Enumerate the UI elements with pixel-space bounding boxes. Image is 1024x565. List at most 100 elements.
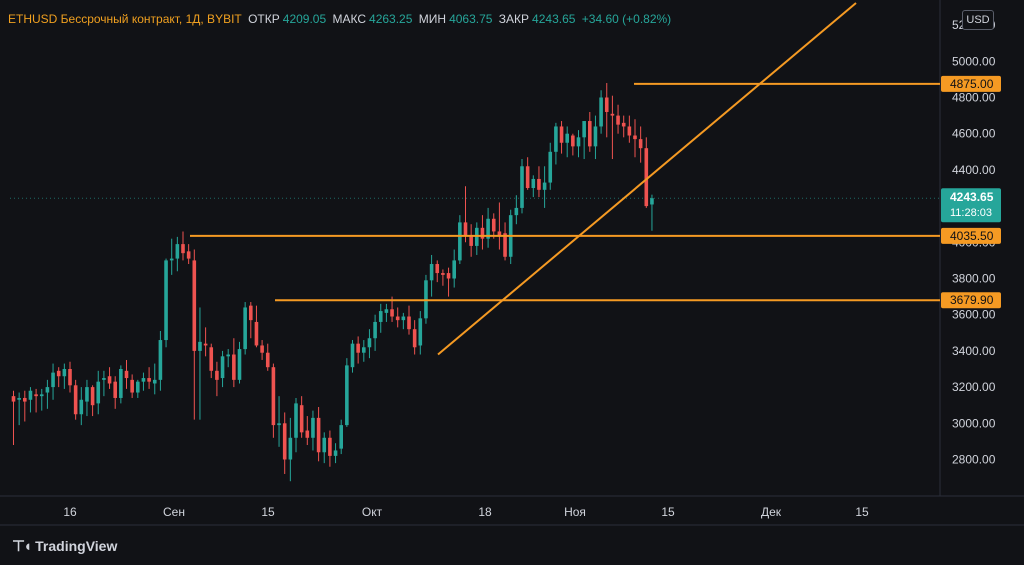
candle-body[interactable] (226, 354, 230, 357)
tradingview-logo[interactable]: ⊤◖ TradingView (12, 537, 117, 555)
candle-body[interactable] (407, 316, 411, 330)
candle-body[interactable] (435, 264, 440, 274)
candle-body[interactable] (548, 151, 553, 183)
candle-body[interactable] (107, 376, 112, 384)
candle-body[interactable] (644, 148, 649, 207)
candle-body[interactable] (288, 437, 293, 460)
candle-body[interactable] (136, 381, 140, 393)
candle-body[interactable] (158, 340, 163, 380)
candle-body[interactable] (11, 396, 16, 402)
candle-body[interactable] (164, 260, 168, 341)
candle-body[interactable] (181, 244, 185, 254)
candle-body[interactable] (271, 367, 276, 426)
candle-body[interactable] (141, 378, 146, 382)
candle-body[interactable] (169, 258, 174, 261)
candle-body[interactable] (203, 343, 208, 346)
candle-body[interactable] (56, 370, 61, 377)
candle-body[interactable] (588, 121, 592, 147)
candle-body[interactable] (650, 198, 654, 205)
candle-body[interactable] (458, 222, 462, 261)
candle-body[interactable] (328, 437, 332, 456)
candle-body[interactable] (316, 417, 321, 453)
candle-body[interactable] (175, 244, 180, 259)
candle-body[interactable] (152, 379, 157, 384)
candle-body[interactable] (616, 115, 620, 125)
candle-body[interactable] (17, 397, 21, 400)
candle-body[interactable] (130, 379, 134, 393)
candle-body[interactable] (362, 347, 366, 353)
candle-body[interactable] (254, 321, 259, 346)
candle-body[interactable] (96, 381, 101, 404)
candle-body[interactable] (186, 251, 191, 259)
candle-body[interactable] (559, 126, 564, 143)
candle-body[interactable] (520, 166, 524, 208)
candle-body[interactable] (265, 352, 270, 368)
currency-button[interactable]: USD (962, 10, 994, 30)
candle-body[interactable] (215, 370, 219, 380)
candle-body[interactable] (542, 182, 547, 190)
candle-body[interactable] (554, 126, 558, 152)
candle-body[interactable] (610, 113, 615, 116)
candle-body[interactable] (73, 385, 78, 415)
candle-body[interactable] (113, 381, 117, 398)
candle-body[interactable] (85, 387, 89, 402)
candle-body[interactable] (28, 390, 33, 400)
candle-body[interactable] (23, 397, 27, 402)
candle-body[interactable] (514, 207, 519, 216)
candle-body[interactable] (378, 311, 383, 322)
candle-body[interactable] (34, 394, 38, 397)
candle-body[interactable] (446, 273, 451, 279)
candle-body[interactable] (503, 233, 507, 257)
candle-body[interactable] (401, 316, 406, 321)
candle-body[interactable] (395, 316, 400, 321)
candle-body[interactable] (571, 135, 575, 147)
candle-body[interactable] (441, 273, 445, 275)
candle-body[interactable] (249, 305, 253, 321)
candle-body[interactable] (68, 369, 72, 386)
candle-body[interactable] (51, 372, 55, 388)
candle-body[interactable] (209, 347, 214, 371)
candle-body[interactable] (373, 321, 377, 339)
candle-body[interactable] (311, 417, 315, 438)
candle-body[interactable] (384, 309, 389, 313)
candle-body[interactable] (599, 97, 603, 127)
candle-body[interactable] (356, 343, 360, 353)
candle-body[interactable] (124, 370, 129, 379)
candle-body[interactable] (350, 343, 355, 368)
candle-body[interactable] (390, 309, 394, 317)
candle-body[interactable] (294, 403, 298, 438)
candle-body[interactable] (45, 387, 50, 393)
candle-body[interactable] (638, 139, 643, 149)
candle-body[interactable] (90, 387, 95, 406)
candle-body[interactable] (237, 349, 242, 380)
candle-body[interactable] (119, 369, 123, 398)
candle-body[interactable] (282, 423, 287, 460)
candle-body[interactable] (333, 450, 338, 456)
candle-body[interactable] (537, 178, 541, 190)
candle-body[interactable] (576, 137, 581, 147)
candle-body[interactable] (418, 318, 423, 346)
candle-body[interactable] (621, 122, 626, 127)
candle-body[interactable] (593, 126, 598, 147)
candle-body[interactable] (220, 356, 225, 379)
candle-body[interactable] (412, 329, 417, 348)
candle-body[interactable] (604, 97, 609, 112)
candle-body[interactable] (322, 437, 327, 453)
candle-body[interactable] (429, 264, 434, 281)
candle-body[interactable] (339, 425, 343, 449)
candle-body[interactable] (345, 365, 349, 426)
candle-body[interactable] (192, 260, 197, 351)
candle-body[interactable] (147, 378, 151, 382)
candle-body[interactable] (39, 394, 44, 397)
candle-body[interactable] (627, 126, 632, 136)
candle-body[interactable] (198, 341, 202, 351)
candle-body[interactable] (486, 218, 490, 239)
candle-body[interactable] (491, 218, 496, 232)
candle-body[interactable] (232, 354, 236, 380)
candle-body[interactable] (565, 133, 569, 143)
candle-body[interactable] (480, 227, 485, 239)
candle-body[interactable] (469, 235, 473, 246)
candle-body[interactable] (367, 338, 372, 348)
